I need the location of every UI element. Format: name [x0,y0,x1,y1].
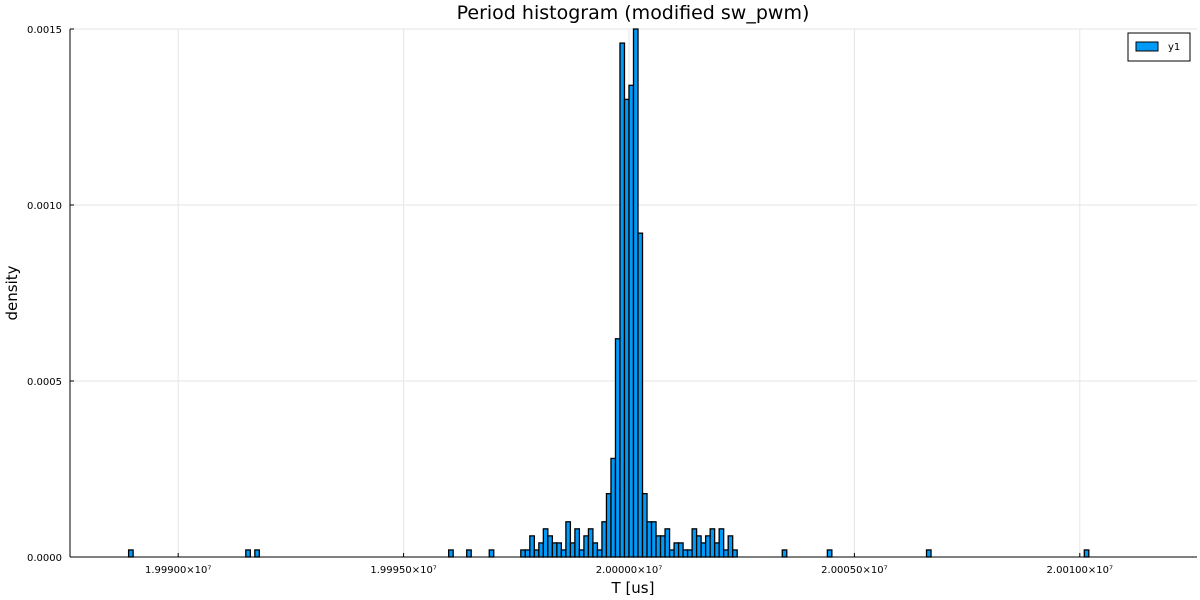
histogram-bar [533,549,540,558]
axes [69,29,1197,558]
histogram-bar [691,528,698,558]
histogram-bar [601,521,608,558]
histogram-bar [565,521,572,558]
histogram-bar [547,535,554,558]
histogram-bar [583,535,590,558]
legend: y1 [1127,32,1191,62]
histogram-bar [695,535,702,558]
x-axis-label: T [us] [611,579,655,597]
histogram-bar [704,535,711,558]
histogram-bar [655,535,662,558]
legend-swatch [1135,41,1159,52]
histogram-bar [542,528,549,558]
histogram-bar [448,549,454,558]
x-tick-label: 2.00100×10⁷ [1047,565,1113,576]
histogram-bar [709,528,716,558]
histogram-bar [578,549,585,558]
histogram-bar [1083,549,1090,558]
histogram-bar [668,549,675,558]
histogram-bar [592,542,599,558]
histogram-bar [127,549,134,558]
histogram-bar [664,528,671,558]
histogram-bar [628,84,635,558]
histogram-bar [713,542,720,558]
histogram-bar [677,542,684,558]
y-axis-label: density [3,265,21,320]
histogram-bar [538,542,544,558]
histogram-bar [641,492,648,558]
x-tick-label: 1.99950×10⁷ [370,565,436,576]
histogram-bar [619,42,626,558]
histogram-bar [650,521,657,558]
histogram-bar [254,549,260,558]
y-tick-label: 0.0010 [27,201,62,212]
y-tick-label: 0.0000 [27,553,62,564]
histogram-bar [732,549,738,558]
histogram-bar [560,549,567,558]
histogram-bars [127,28,1090,558]
chart-title: Period histogram (modified sw_pwm) [457,2,810,24]
histogram-bar [632,28,639,558]
histogram-bar [610,457,617,558]
histogram-bar [700,542,707,558]
histogram-bar [682,549,689,558]
histogram-bar [524,549,531,558]
histogram-bar [587,528,594,558]
histogram-bar [659,535,666,558]
x-tick-label: 1.99900×10⁷ [145,565,211,576]
histogram-bar [718,528,725,558]
histogram-bar [488,549,495,558]
legend-label: y1 [1168,42,1180,53]
histogram-bar [826,549,833,558]
histogram-bar [637,232,644,558]
histogram-bar [520,549,526,558]
histogram-bar [245,549,251,558]
histogram-bar [673,542,680,558]
histogram-bar [556,542,563,558]
y-tick-label: 0.0005 [27,377,62,388]
histogram-bar [925,549,932,558]
x-tick-label: 2.00000×10⁷ [596,565,662,576]
histogram-bar [781,549,788,558]
histogram-bar [574,528,581,558]
histogram-bar [551,542,558,558]
histogram-bar [529,535,535,558]
histogram-bar [569,542,576,558]
histogram-bar [605,492,612,558]
histogram-bar [466,549,472,558]
histogram-bar [686,549,693,558]
histogram-bar [723,549,729,558]
histogram-bar [614,338,621,558]
histogram-bar [596,549,603,558]
histogram-bar [727,535,734,558]
y-tick-label: 0.0015 [27,25,62,36]
histogram-bar [623,98,630,558]
x-tick-label: 2.00050×10⁷ [821,565,887,576]
histogram-bar [646,521,653,558]
x-tick-labels: 1.99900×10⁷ 1.99950×10⁷ 2.00000×10⁷ 2.00050… [145,553,1113,576]
y-tick-labels: 0.0000 0.0005 0.0010 0.0015 [27,25,74,564]
